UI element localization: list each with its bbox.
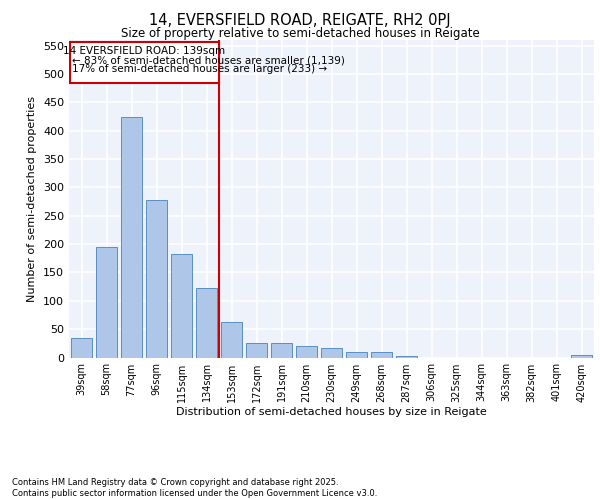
Bar (121, 116, 142, 358)
Text: ← 83% of semi-detached houses are smaller (1,139): ← 83% of semi-detached houses are smalle… (72, 56, 345, 66)
Text: Size of property relative to semi-detached houses in Reigate: Size of property relative to semi-detach… (121, 28, 479, 40)
Bar (571, 354, 592, 358)
Text: 17% of semi-detached houses are larger (233) →: 17% of semi-detached houses are larger (… (72, 64, 328, 74)
Bar (296, 346, 317, 358)
Bar (246, 343, 267, 357)
X-axis label: Distribution of semi-detached houses by size in Reigate: Distribution of semi-detached houses by … (176, 408, 487, 418)
Bar (96, 247, 117, 358)
Bar (321, 348, 342, 358)
Bar (171, 254, 192, 358)
Text: 14 EVERSFIELD ROAD: 139sqm: 14 EVERSFIELD ROAD: 139sqm (64, 46, 226, 56)
Bar (146, 200, 167, 358)
Bar (221, 322, 242, 358)
Y-axis label: Number of semi-detached properties: Number of semi-detached properties (28, 96, 37, 302)
Bar (70, 42, 219, 82)
Bar (271, 344, 292, 357)
Text: 14, EVERSFIELD ROAD, REIGATE, RH2 0PJ: 14, EVERSFIELD ROAD, REIGATE, RH2 0PJ (149, 12, 451, 28)
Bar (396, 356, 417, 358)
Bar (71, 338, 92, 357)
Bar (196, 288, 217, 358)
Bar (346, 352, 367, 358)
Text: Contains HM Land Registry data © Crown copyright and database right 2025.
Contai: Contains HM Land Registry data © Crown c… (12, 478, 377, 498)
Bar (371, 352, 392, 358)
